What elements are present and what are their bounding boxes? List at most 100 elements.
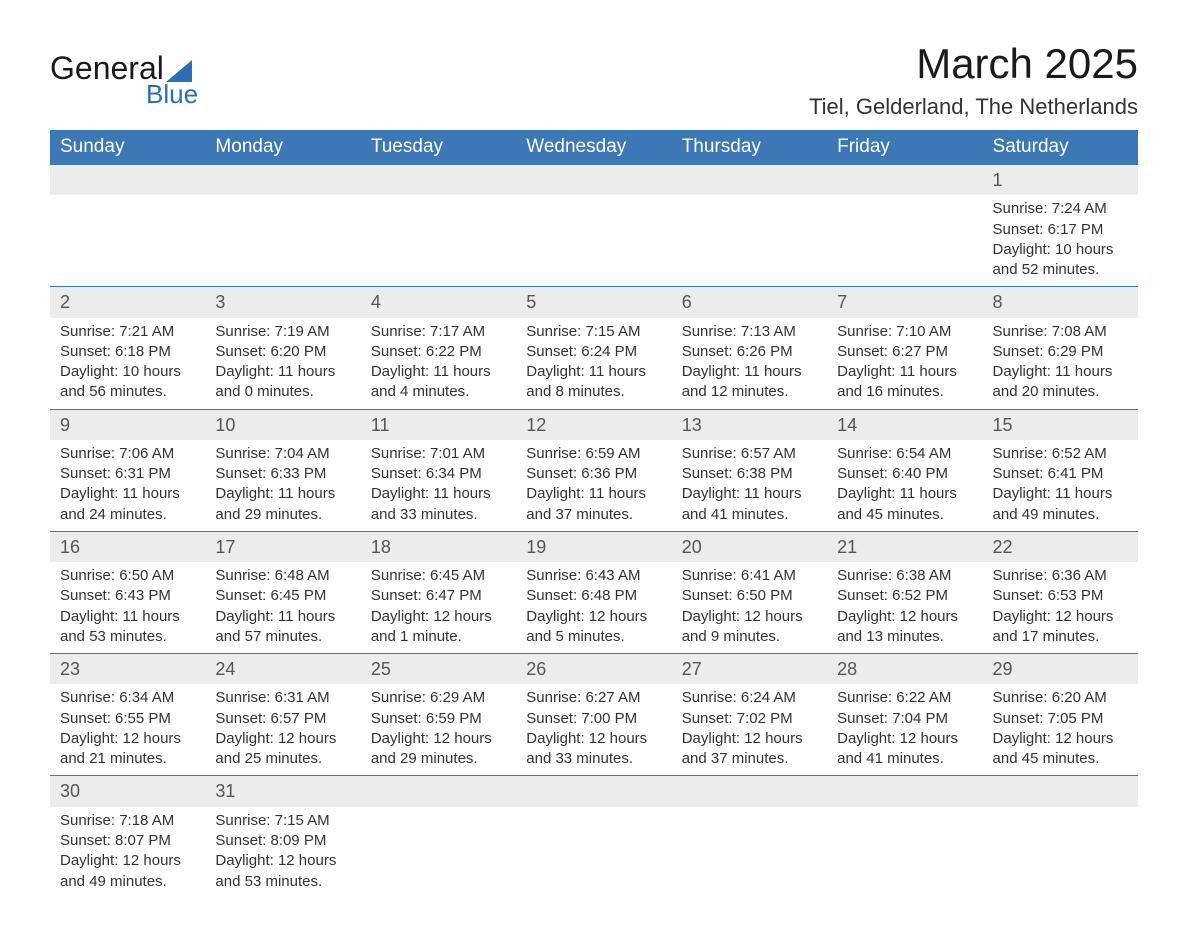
sunset-text: Sunset: 6:29 PM (993, 342, 1128, 362)
day-info-cell (361, 807, 516, 898)
sunrise-text: Sunrise: 6:48 AM (215, 566, 350, 586)
sunrise-text: Sunrise: 7:15 AM (526, 322, 661, 342)
sunset-text: Sunset: 8:07 PM (60, 831, 195, 851)
day-number-cell: 3 (205, 287, 360, 318)
sunrise-text: Sunrise: 6:57 AM (682, 444, 817, 464)
sunrise-text: Sunrise: 6:24 AM (682, 688, 817, 708)
daylight-text: Daylight: 11 hours (215, 484, 350, 504)
daylight-text: Daylight: 12 hours (837, 729, 972, 749)
daylight-text: Daylight: 12 hours (682, 729, 817, 749)
info-row: Sunrise: 7:18 AMSunset: 8:07 PMDaylight:… (50, 807, 1138, 898)
day-info-cell (361, 195, 516, 287)
sunset-text: Sunset: 6:17 PM (993, 220, 1128, 240)
day-number-cell (516, 776, 671, 807)
daylight-text: and 29 minutes. (371, 749, 506, 769)
sunset-text: Sunset: 6:55 PM (60, 709, 195, 729)
day-info-cell: Sunrise: 7:15 AMSunset: 8:09 PMDaylight:… (205, 807, 360, 898)
sunrise-text: Sunrise: 6:20 AM (993, 688, 1128, 708)
sunrise-text: Sunrise: 7:17 AM (371, 322, 506, 342)
day-info-cell: Sunrise: 6:22 AMSunset: 7:04 PMDaylight:… (827, 684, 982, 776)
day-number-cell: 26 (516, 654, 671, 685)
sunrise-text: Sunrise: 6:22 AM (837, 688, 972, 708)
day-number-cell (672, 165, 827, 196)
day-info-cell (672, 807, 827, 898)
daylight-text: and 57 minutes. (215, 627, 350, 647)
daylight-text: Daylight: 11 hours (60, 484, 195, 504)
day-info-cell: Sunrise: 7:18 AMSunset: 8:07 PMDaylight:… (50, 807, 205, 898)
sunrise-text: Sunrise: 6:50 AM (60, 566, 195, 586)
daylight-text: and 49 minutes. (60, 872, 195, 892)
daylight-text: Daylight: 11 hours (993, 362, 1128, 382)
daylight-text: and 49 minutes. (993, 505, 1128, 525)
day-number-cell: 5 (516, 287, 671, 318)
day-info-cell (205, 195, 360, 287)
day-number-cell: 19 (516, 531, 671, 562)
sunrise-text: Sunrise: 6:27 AM (526, 688, 661, 708)
daylight-text: and 53 minutes. (60, 627, 195, 647)
day-info-cell: Sunrise: 6:45 AMSunset: 6:47 PMDaylight:… (361, 562, 516, 654)
daylight-text: and 1 minute. (371, 627, 506, 647)
daylight-text: and 33 minutes. (526, 749, 661, 769)
day-info-cell (827, 195, 982, 287)
day-header: Friday (827, 130, 982, 165)
sunset-text: Sunset: 6:31 PM (60, 464, 195, 484)
calendar-table: Sunday Monday Tuesday Wednesday Thursday… (50, 130, 1138, 898)
daynum-row: 16171819202122 (50, 531, 1138, 562)
day-number-cell: 17 (205, 531, 360, 562)
day-info-cell: Sunrise: 6:31 AMSunset: 6:57 PMDaylight:… (205, 684, 360, 776)
day-info-cell: Sunrise: 6:48 AMSunset: 6:45 PMDaylight:… (205, 562, 360, 654)
sunset-text: Sunset: 6:33 PM (215, 464, 350, 484)
daylight-text: Daylight: 11 hours (837, 484, 972, 504)
daylight-text: and 33 minutes. (371, 505, 506, 525)
sunrise-text: Sunrise: 7:04 AM (215, 444, 350, 464)
daylight-text: Daylight: 11 hours (682, 484, 817, 504)
day-number-cell (672, 776, 827, 807)
daylight-text: Daylight: 11 hours (837, 362, 972, 382)
day-info-cell (516, 807, 671, 898)
sunset-text: Sunset: 6:38 PM (682, 464, 817, 484)
day-header-row: Sunday Monday Tuesday Wednesday Thursday… (50, 130, 1138, 165)
day-info-cell: Sunrise: 7:08 AMSunset: 6:29 PMDaylight:… (983, 318, 1138, 410)
info-row: Sunrise: 6:34 AMSunset: 6:55 PM Daylight:… (50, 684, 1138, 776)
sunrise-text: Sunrise: 6:34 AM (60, 688, 195, 708)
logo: General Blue (50, 50, 198, 110)
sunrise-text: Sunrise: 7:10 AM (837, 322, 972, 342)
info-row: Sunrise: 6:50 AMSunset: 6:43 PMDaylight:… (50, 562, 1138, 654)
day-header: Wednesday (516, 130, 671, 165)
day-header: Monday (205, 130, 360, 165)
day-number-cell: 8 (983, 287, 1138, 318)
daylight-text: and 25 minutes. (215, 749, 350, 769)
daylight-text: and 45 minutes. (993, 749, 1128, 769)
day-info-cell: Sunrise: 6:24 AMSunset: 7:02 PMDaylight:… (672, 684, 827, 776)
sunrise-text: Sunrise: 6:54 AM (837, 444, 972, 464)
sunrise-text: Sunrise: 7:18 AM (60, 811, 195, 831)
location-subtitle: Tiel, Gelderland, The Netherlands (809, 94, 1138, 120)
daylight-text: and 20 minutes. (993, 382, 1128, 402)
sunset-text: Sunset: 6:27 PM (837, 342, 972, 362)
daylight-text: Daylight: 12 hours (837, 607, 972, 627)
day-number-cell: 21 (827, 531, 982, 562)
day-info-cell: Sunrise: 6:38 AMSunset: 6:52 PMDaylight:… (827, 562, 982, 654)
daylight-text: and 5 minutes. (526, 627, 661, 647)
daylight-text: and 37 minutes. (682, 749, 817, 769)
daylight-text: and 12 minutes. (682, 382, 817, 402)
sunrise-text: Sunrise: 6:43 AM (526, 566, 661, 586)
daylight-text: and 53 minutes. (215, 872, 350, 892)
daylight-text: and 24 minutes. (60, 505, 195, 525)
sunset-text: Sunset: 6:52 PM (837, 586, 972, 606)
daynum-row: 2345678 (50, 287, 1138, 318)
day-info-cell: Sunrise: 6:34 AMSunset: 6:55 PMDaylight:… (50, 684, 205, 776)
daylight-text: Daylight: 11 hours (60, 607, 195, 627)
sunset-text: Sunset: 6:53 PM (993, 586, 1128, 606)
daylight-text: and 9 minutes. (682, 627, 817, 647)
day-info-cell (983, 807, 1138, 898)
day-info-cell: Sunrise: 6:27 AMSunset: 7:00 PMDaylight:… (516, 684, 671, 776)
day-number-cell: 9 (50, 409, 205, 440)
daylight-text: and 37 minutes. (526, 505, 661, 525)
daylight-text: and 41 minutes. (682, 505, 817, 525)
info-row: Sunrise: 7:24 AMSunset: 6:17 PMDaylight:… (50, 195, 1138, 287)
day-info-cell: Sunrise: 7:24 AMSunset: 6:17 PMDaylight:… (983, 195, 1138, 287)
day-info-cell: Sunrise: 6:52 AMSunset: 6:41 PMDaylight:… (983, 440, 1138, 532)
day-info-cell (672, 195, 827, 287)
sunset-text: Sunset: 6:50 PM (682, 586, 817, 606)
